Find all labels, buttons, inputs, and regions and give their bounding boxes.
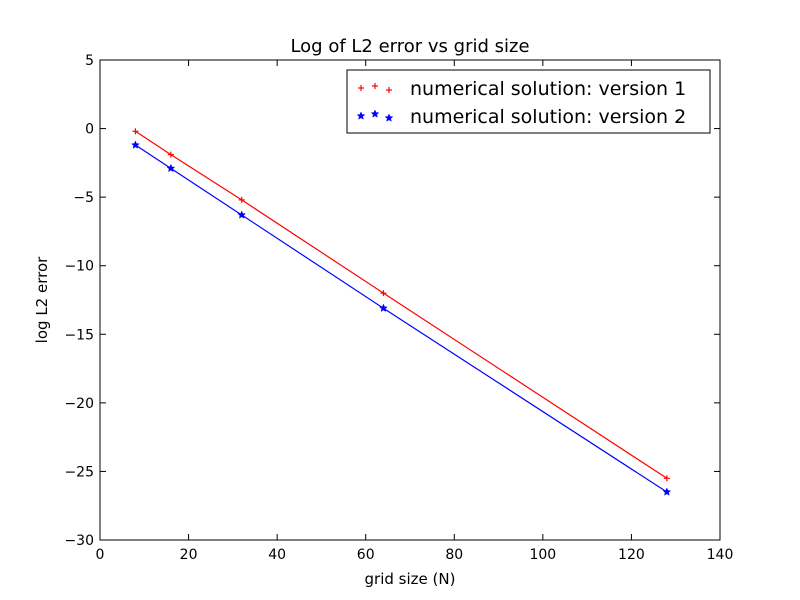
legend-marker-1 [358, 85, 364, 91]
data-point-series-2 [237, 210, 247, 219]
x-tick-label: 100 [529, 547, 556, 563]
x-tick-label: 60 [357, 547, 375, 563]
chart-title: Log of L2 error vs grid size [290, 36, 529, 57]
x-tick-label: 80 [445, 547, 463, 563]
x-tick-label: 0 [96, 547, 105, 563]
data-point-series-2 [130, 140, 140, 149]
legend-marker-1 [386, 87, 392, 93]
y-tick-label: −25 [64, 464, 94, 480]
y-axis-label: log L2 error [33, 256, 51, 343]
y-axis: 5 0 −5 −10 −15 −20 −25 −30 [64, 53, 720, 549]
y-tick-label: −10 [64, 259, 94, 275]
series-layer [130, 128, 672, 496]
x-tick-label: 20 [180, 547, 198, 563]
y-tick-label: −30 [64, 533, 94, 549]
y-tick-label: −5 [73, 190, 94, 206]
legend-marker-2 [356, 111, 366, 120]
legend-box [346, 69, 711, 134]
y-tick-label: 0 [85, 122, 94, 138]
x-axis: 0 20 40 60 80 100 120 140 [96, 60, 734, 563]
x-tick-label: 120 [618, 547, 645, 563]
y-tick-label: 5 [85, 53, 94, 69]
legend-marker-1 [372, 83, 378, 89]
x-tick-label: 140 [707, 547, 734, 563]
data-point-series-1 [238, 196, 245, 203]
legend-label-2: numerical solution: version 2 [410, 106, 686, 128]
x-tick-label: 40 [268, 547, 286, 563]
data-point-series-2 [166, 163, 176, 173]
data-point-series-1 [132, 128, 139, 135]
data-point-series-2 [378, 303, 388, 312]
x-axis-label: grid size (N) [365, 570, 456, 588]
legend: numerical solution: version 1 numerical s… [346, 69, 711, 134]
plot-area [99, 59, 721, 541]
legend-label-1: numerical solution: version 1 [410, 78, 686, 100]
legend-marker-2 [384, 113, 394, 122]
y-tick-label: −15 [64, 327, 94, 343]
legend-marker-2 [370, 109, 380, 118]
data-point-series-2 [662, 487, 672, 496]
data-point-series-1 [167, 151, 174, 158]
data-point-series-1 [380, 290, 387, 297]
y-tick-label: −20 [64, 396, 94, 412]
data-point-series-1 [663, 475, 670, 482]
